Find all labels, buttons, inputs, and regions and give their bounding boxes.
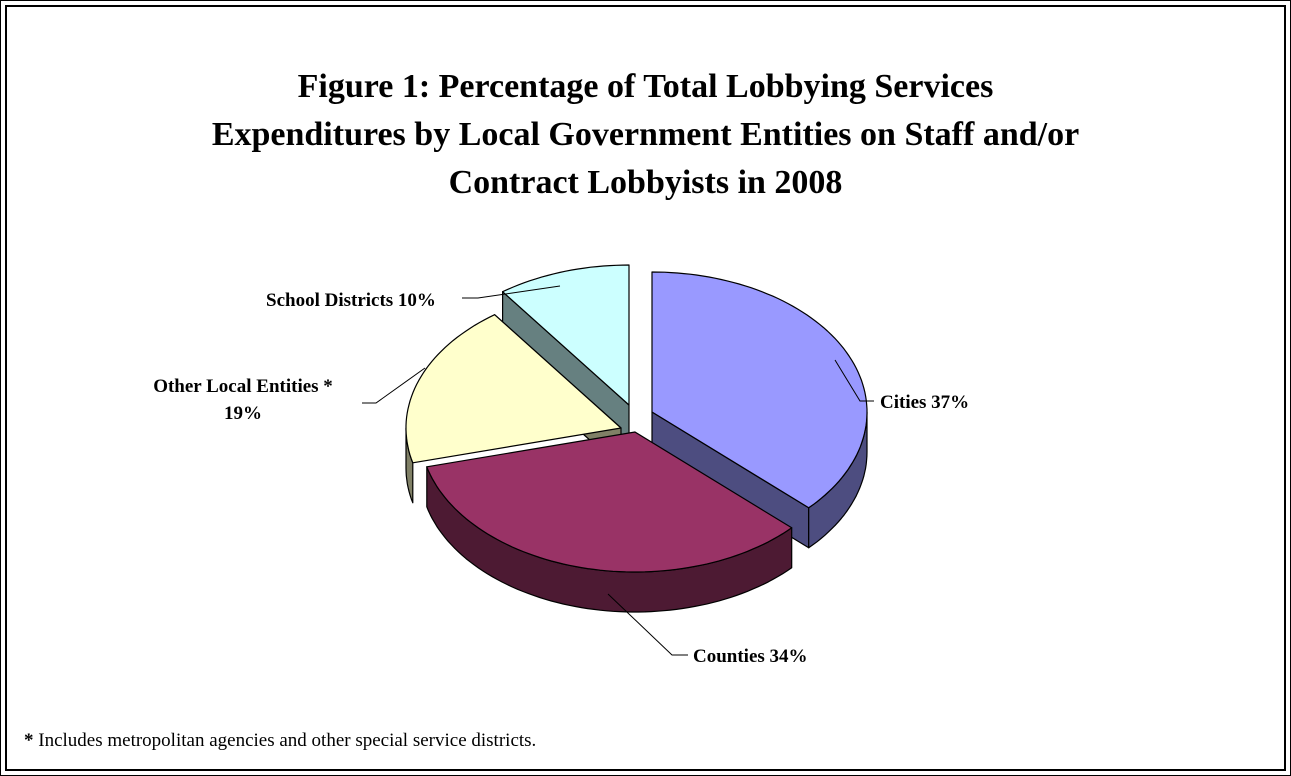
leader-lines [362, 285, 874, 656]
footnote-marker: * [24, 730, 34, 751]
pie-tops [405, 264, 868, 573]
chart-title-line-3: Contract Lobbyists in 2008 [448, 164, 843, 201]
leader-line-other-local-entities [362, 367, 426, 404]
slice-label-school-districts: School Districts 10% [266, 290, 436, 311]
footnote: * Includes metropolitan agencies and oth… [24, 730, 536, 752]
slice-top-school-districts [502, 264, 630, 406]
slice-label-cities: Cities 37% [880, 392, 969, 413]
chart-title-line-2: Expenditures by Local Government Entitie… [211, 116, 1080, 153]
footnote-text: Includes metropolitan agencies and other… [33, 730, 537, 751]
leader-line-cities [834, 359, 874, 402]
figure-frame-inner [5, 5, 1286, 771]
chart-title: Figure 1: Percentage of Total Lobbying S… [60, 63, 1231, 207]
slice-top-cities [651, 271, 868, 509]
leader-line-counties [607, 593, 688, 656]
slice-label-other-local-entities-value: 19% [224, 403, 262, 424]
slice-label-counties: Counties 34% [693, 646, 808, 667]
chart-title-line-1: Figure 1: Percentage of Total Lobbying S… [297, 68, 994, 105]
slice-top-counties [426, 431, 793, 573]
slice-label-other-local-entities: Other Local Entities * [153, 376, 333, 397]
leader-line-school-districts [462, 285, 561, 299]
slice-top-other-local-entities [405, 314, 622, 464]
